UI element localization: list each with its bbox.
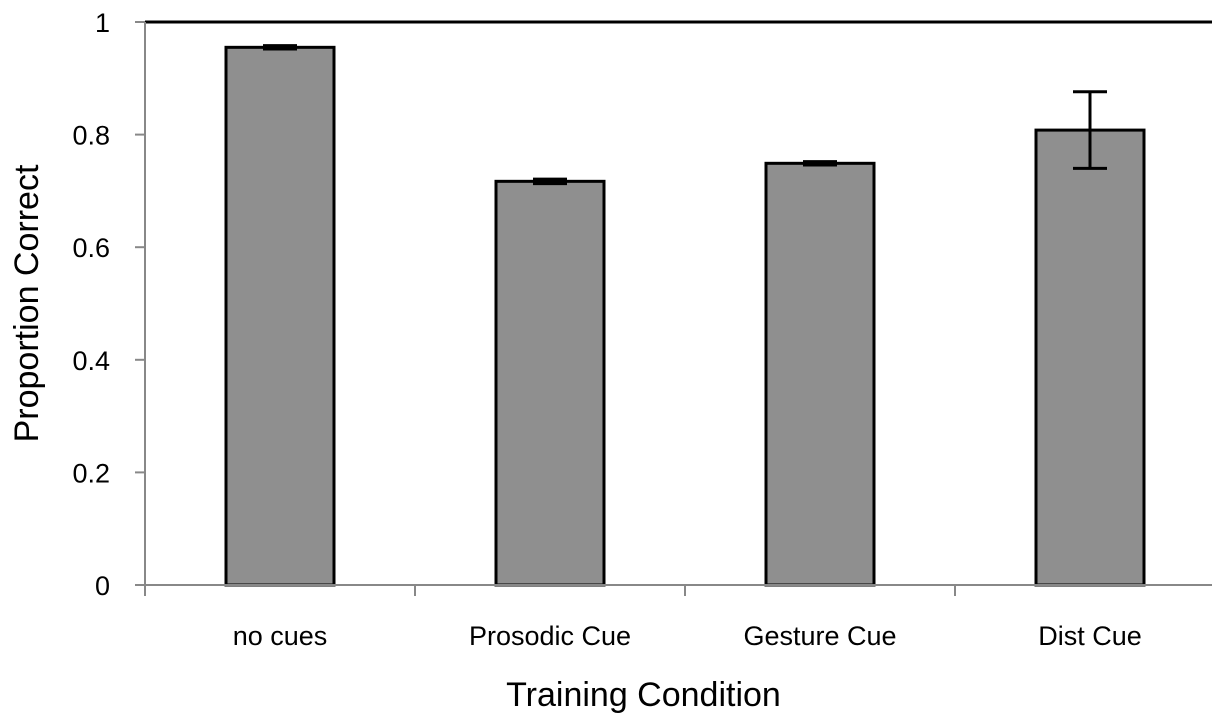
bar (494, 179, 606, 587)
y-axis-ticks: 0 0.2 0.4 0.6 0.8 1 (72, 8, 145, 601)
y-tick-label: 0 (95, 571, 110, 601)
bar (764, 161, 876, 587)
y-tick-label: 0.8 (72, 121, 110, 151)
x-axis-title: Training Condition (506, 676, 781, 714)
y-axis-title: Proportion Correct (8, 164, 46, 442)
y-tick-label: 0.2 (72, 458, 110, 488)
bar (224, 45, 336, 587)
x-tick-label: Prosodic Cue (469, 621, 631, 651)
x-tick-label: Gesture Cue (743, 621, 896, 651)
bar (1034, 128, 1146, 587)
x-tick-label: no cues (233, 621, 328, 651)
y-tick-label: 0.4 (72, 346, 110, 376)
x-axis-ticks: no cues Prosodic Cue Gesture Cue Dist Cue (144, 585, 1142, 651)
error-bars (263, 44, 1107, 186)
bars (224, 45, 1146, 587)
x-tick-label: Dist Cue (1038, 621, 1142, 651)
y-tick-label: 1 (95, 8, 110, 38)
y-tick-label: 0.6 (72, 233, 110, 263)
